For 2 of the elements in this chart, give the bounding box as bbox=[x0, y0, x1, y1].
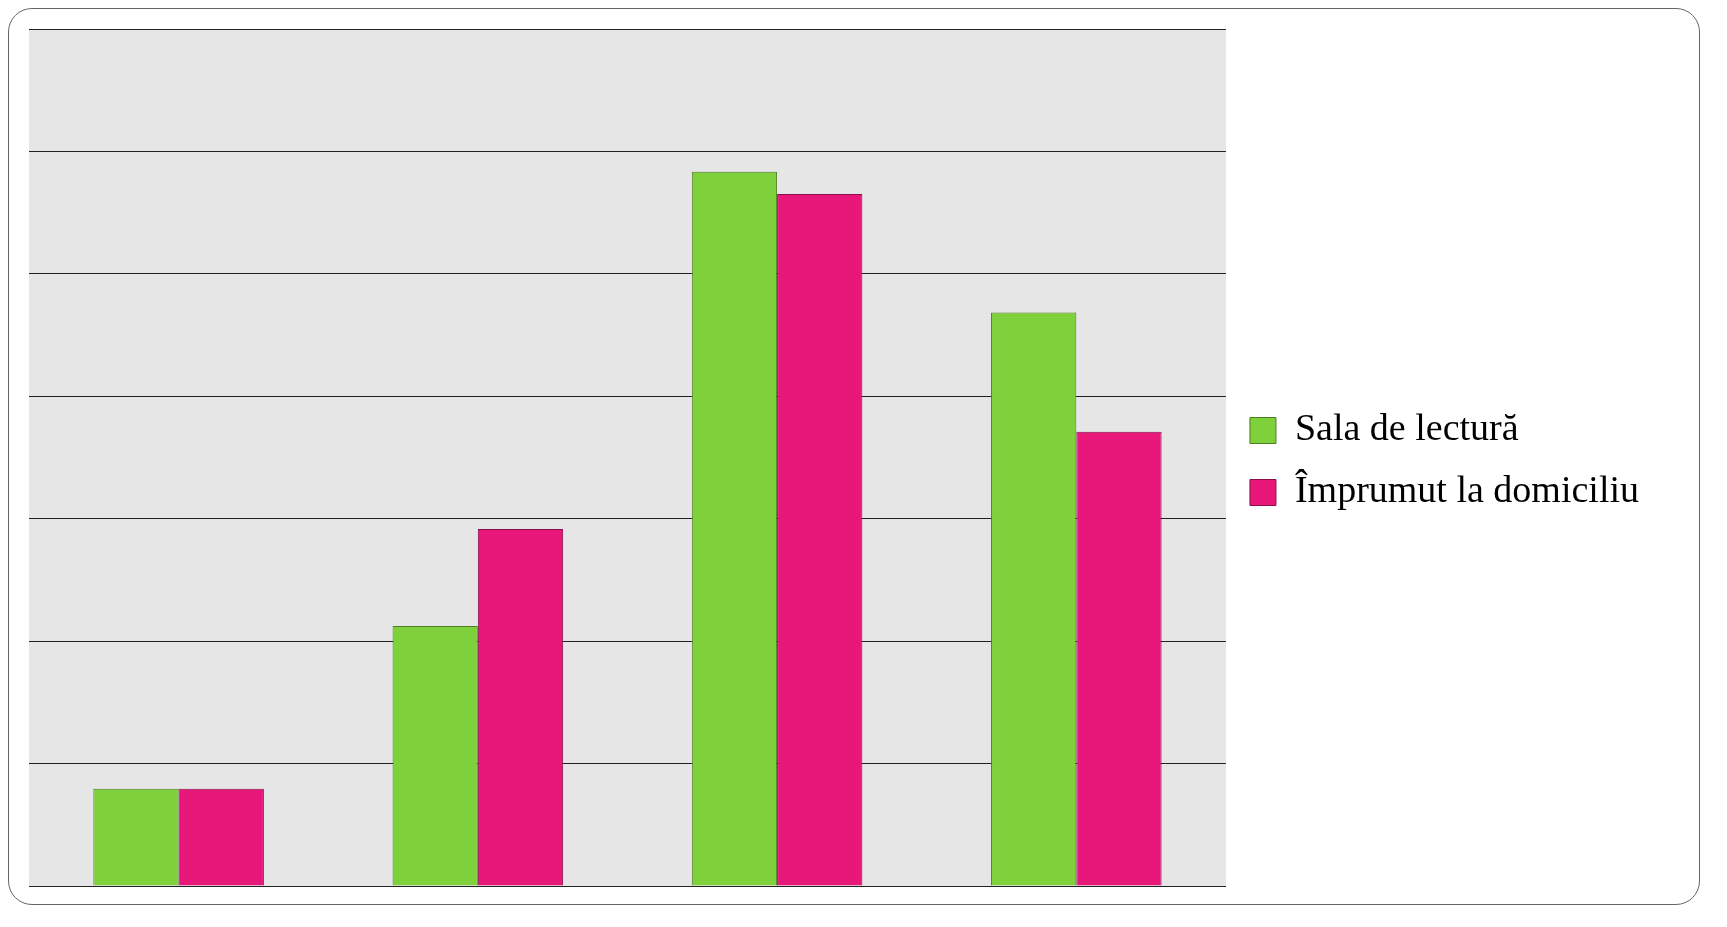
legend-label: Împrumut la domiciliu bbox=[1294, 468, 1639, 511]
legend-label: Sala de lectură bbox=[1294, 406, 1519, 449]
